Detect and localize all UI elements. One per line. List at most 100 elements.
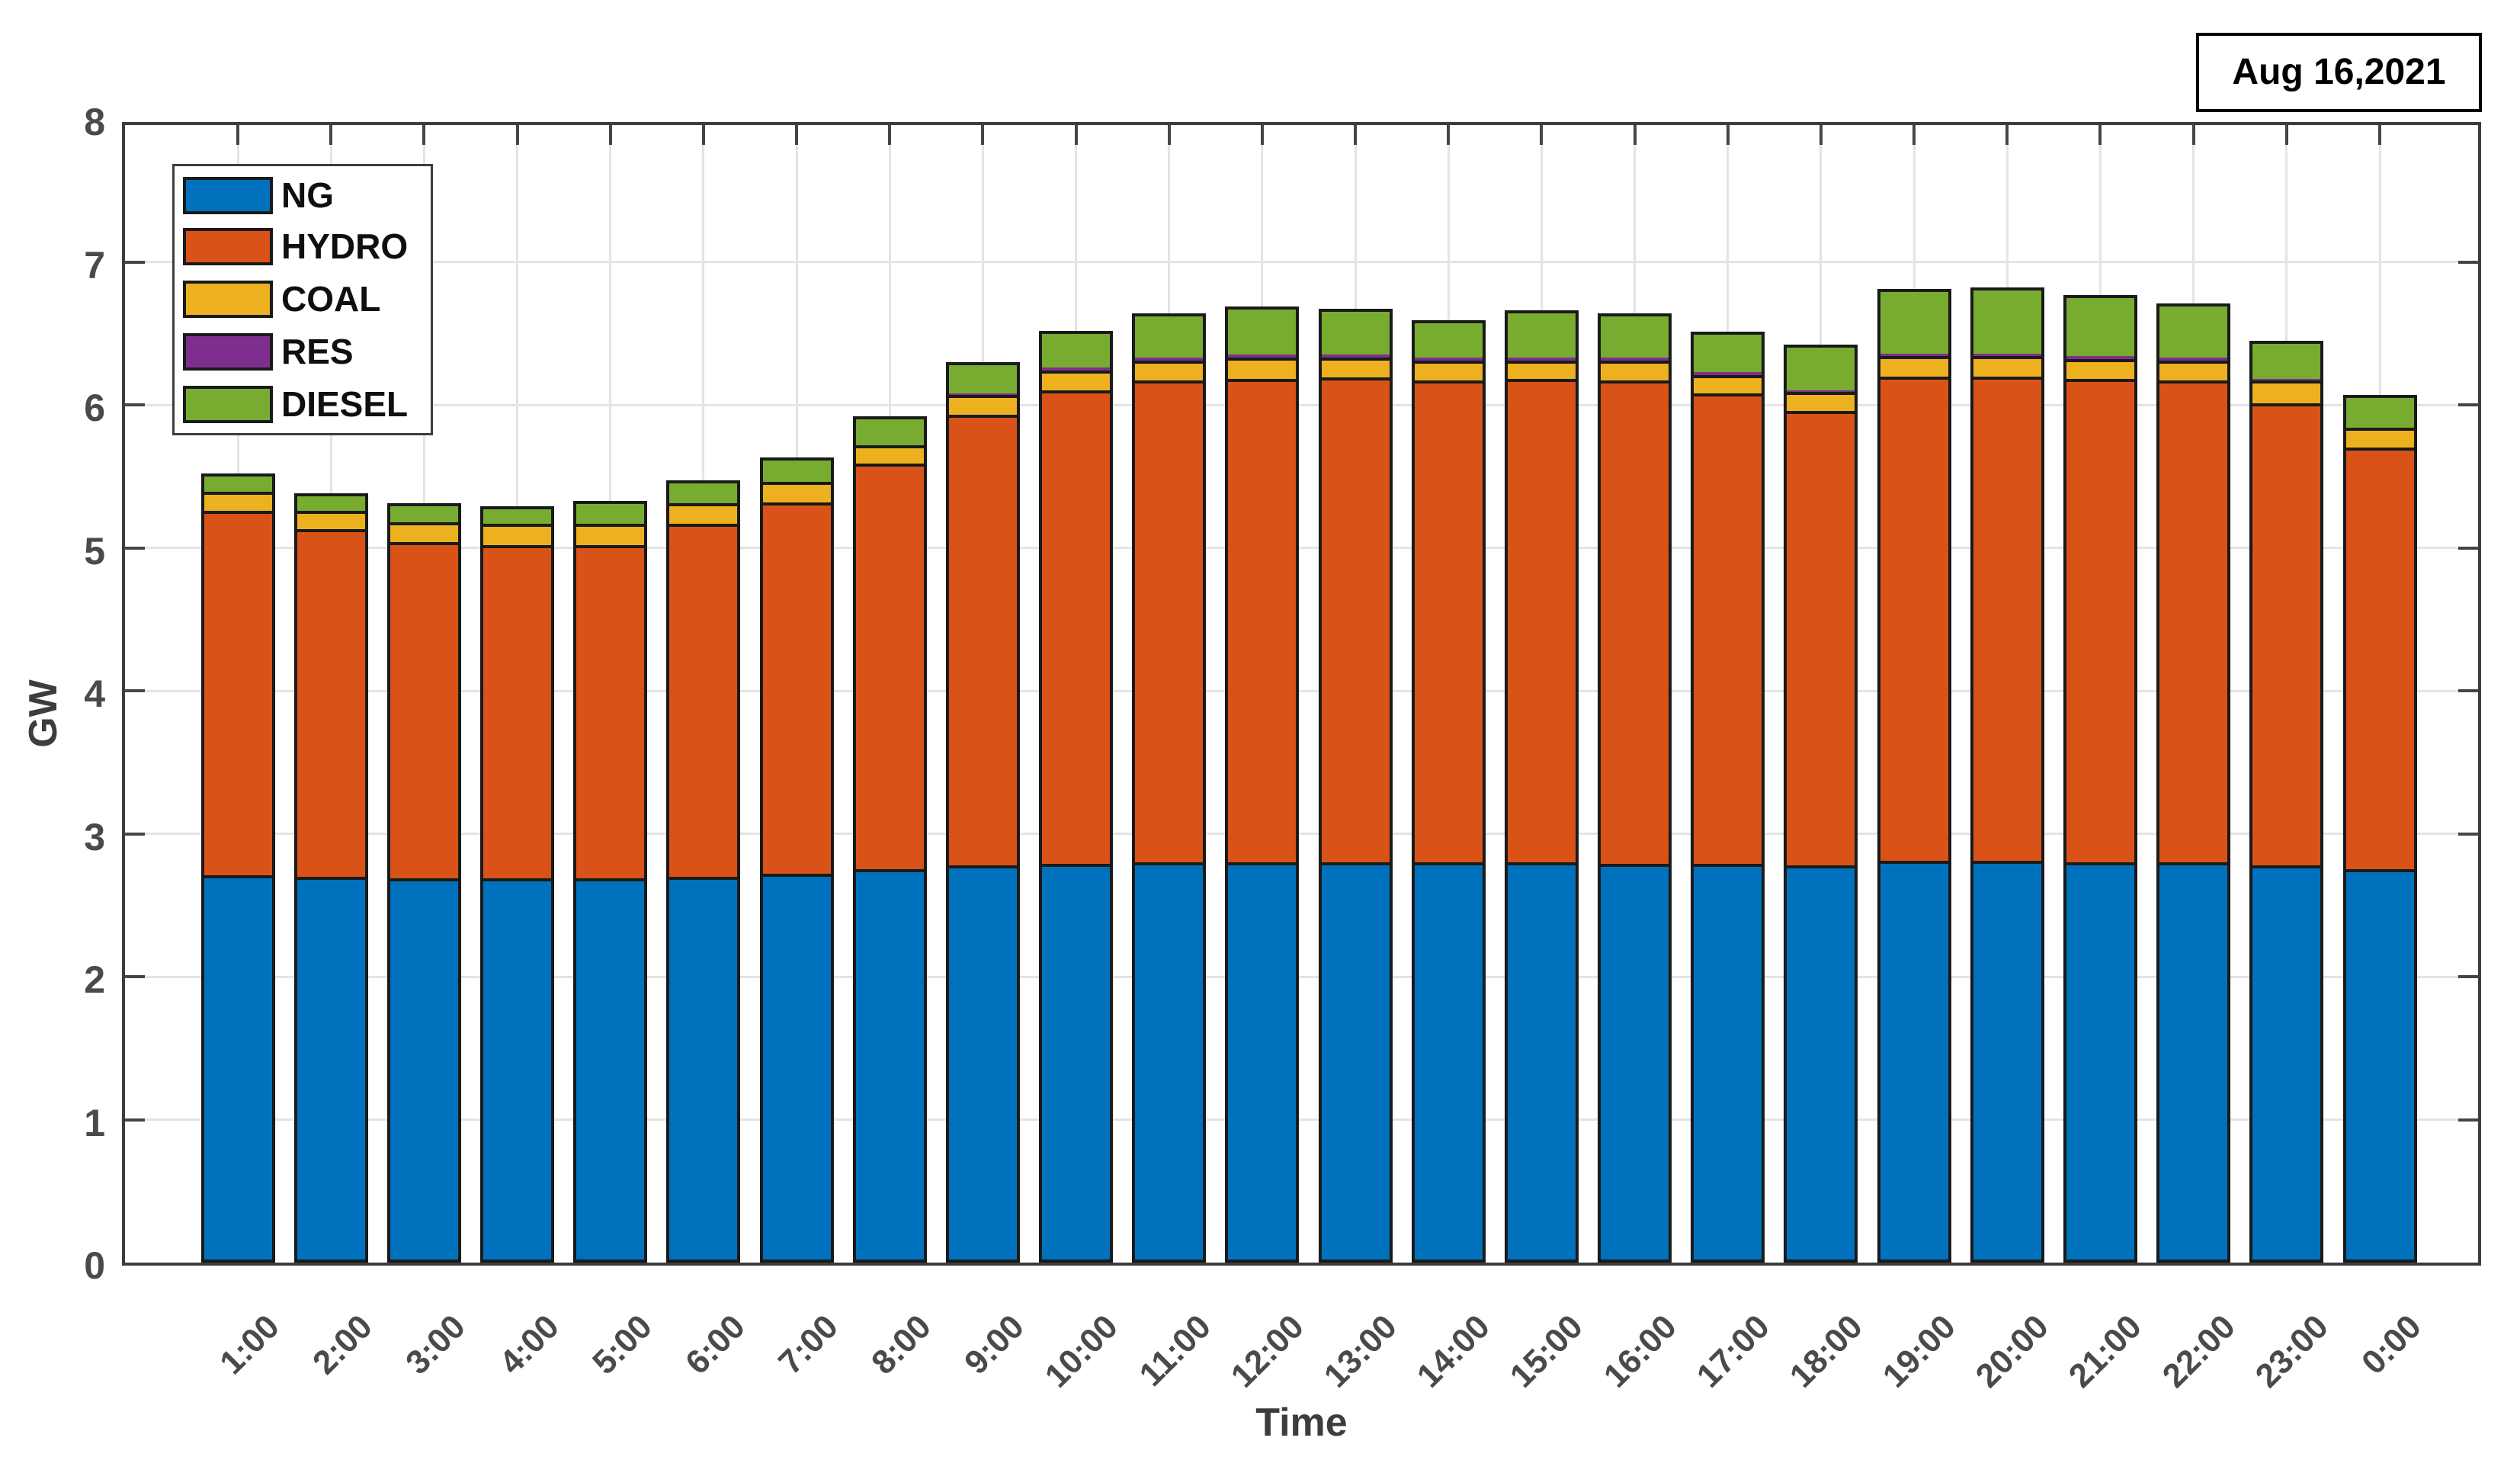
legend-item-diesel: DIESEL: [175, 386, 431, 424]
bar-1:00: [200, 473, 275, 1263]
bar-segment-diesel: [759, 457, 834, 483]
bar-segment-coal: [1132, 360, 1207, 381]
legend-item-coal: COAL: [175, 281, 431, 319]
y-tick-mark: [125, 832, 145, 836]
bar-segment-coal: [852, 444, 927, 464]
bar-segment-hydro: [852, 463, 927, 870]
y-tick-mark-right: [2458, 403, 2478, 406]
bar-segment-hydro: [1784, 410, 1858, 865]
y-axis-title: GW: [21, 679, 66, 748]
bar-segment-hydro: [2156, 380, 2231, 862]
bar-0:00: [2342, 394, 2417, 1263]
bar-segment-ng: [386, 878, 461, 1263]
bar-segment-hydro: [1318, 377, 1393, 862]
bar-segment-diesel: [1970, 287, 2044, 354]
bar-segment-ng: [293, 876, 368, 1263]
bar-segment-diesel: [480, 506, 555, 524]
bar-11:00: [1132, 313, 1207, 1263]
bar-segment-ng: [1691, 863, 1765, 1263]
y-tick-mark: [125, 260, 145, 264]
bar-segment-hydro: [1598, 380, 1672, 864]
bar-segment-hydro: [1411, 380, 1486, 862]
bar-segment-diesel: [945, 361, 1020, 393]
bar-16:00: [1598, 313, 1672, 1263]
y-tick-mark-right: [2458, 546, 2478, 550]
bar-segment-hydro: [2342, 448, 2417, 870]
bar-4:00: [480, 506, 555, 1263]
gridline-horizontal: [125, 1118, 2478, 1121]
bar-17:00: [1691, 332, 1765, 1263]
legend-swatch-hydro: [183, 228, 273, 265]
legend-swatch-ng: [183, 177, 273, 214]
bar-segment-coal: [1318, 358, 1393, 378]
date-annotation-box: Aug 16,2021: [2196, 33, 2482, 112]
legend-swatch-coal: [183, 281, 273, 318]
x-tick-mark-top: [1633, 125, 1637, 145]
bar-segment-coal: [293, 510, 368, 530]
bar-segment-diesel: [1318, 309, 1393, 355]
bar-segment-ng: [1970, 861, 2044, 1263]
bar-segment-ng: [1784, 865, 1858, 1263]
bar-segment-coal: [1784, 392, 1858, 411]
bar-segment-hydro: [573, 544, 648, 878]
bar-9:00: [945, 361, 1020, 1263]
bar-14:00: [1411, 320, 1486, 1263]
bar-segment-ng: [1039, 863, 1114, 1263]
bar-segment-hydro: [200, 510, 275, 875]
legend-swatch-res: [183, 333, 273, 371]
bar-19:00: [1877, 289, 1951, 1263]
bar-segment-coal: [759, 482, 834, 502]
bar-segment-hydro: [945, 415, 1020, 865]
bar-segment-coal: [2249, 380, 2324, 404]
y-tick-label: 8: [84, 101, 105, 143]
bar-segment-diesel: [1504, 310, 1579, 358]
x-tick-mark-top: [1912, 125, 1916, 145]
date-annotation-text: Aug 16,2021: [2232, 52, 2446, 92]
bar-segment-diesel: [1132, 313, 1207, 358]
bar-12:00: [1225, 306, 1300, 1263]
y-tick-mark-right: [2458, 975, 2478, 978]
x-tick-mark-top: [701, 125, 705, 145]
plot-area: [122, 122, 2481, 1266]
bar-segment-hydro: [759, 502, 834, 874]
bar-segment-hydro: [293, 529, 368, 877]
bar-segment-diesel: [1691, 332, 1765, 372]
bar-segment-coal: [2156, 360, 2231, 381]
y-tick-label: 2: [84, 958, 105, 1001]
bar-segment-ng: [759, 874, 834, 1263]
bar-20:00: [1970, 287, 2044, 1263]
bar-segment-diesel: [573, 500, 648, 524]
y-tick-mark: [125, 975, 145, 978]
bar-segment-coal: [1504, 360, 1579, 380]
bar-segment-diesel: [1039, 330, 1114, 368]
y-tick-label: 7: [84, 243, 105, 287]
legend-label: RES: [281, 332, 354, 371]
bar-18:00: [1784, 345, 1858, 1263]
bar-21:00: [2063, 294, 2137, 1263]
x-tick-mark-top: [422, 125, 426, 145]
x-tick-mark-top: [329, 125, 333, 145]
y-tick-label: 0: [84, 1244, 105, 1287]
x-tick-mark-top: [1819, 125, 1823, 145]
bar-segment-hydro: [2063, 379, 2137, 862]
x-tick-mark-top: [2191, 125, 2195, 145]
y-tick-mark: [125, 546, 145, 550]
bar-segment-ng: [1504, 862, 1579, 1263]
bar-segment-ng: [1318, 862, 1393, 1263]
x-tick-mark-top: [981, 125, 985, 145]
x-tick-mark-top: [1074, 125, 1078, 145]
legend-item-ng: NG: [175, 177, 431, 215]
bar-segment-coal: [1225, 358, 1300, 380]
gridline-horizontal: [125, 975, 2478, 978]
bar-segment-diesel: [1598, 313, 1672, 358]
bar-2:00: [293, 493, 368, 1263]
bar-segment-coal: [945, 394, 1020, 416]
bar-segment-coal: [1877, 356, 1951, 377]
bar-segment-hydro: [1691, 393, 1765, 864]
y-tick-label: 3: [84, 815, 105, 858]
bar-segment-diesel: [293, 493, 368, 511]
bar-segment-coal: [1598, 360, 1672, 381]
gridline-horizontal: [125, 403, 2478, 406]
bar-23:00: [2249, 340, 2324, 1263]
